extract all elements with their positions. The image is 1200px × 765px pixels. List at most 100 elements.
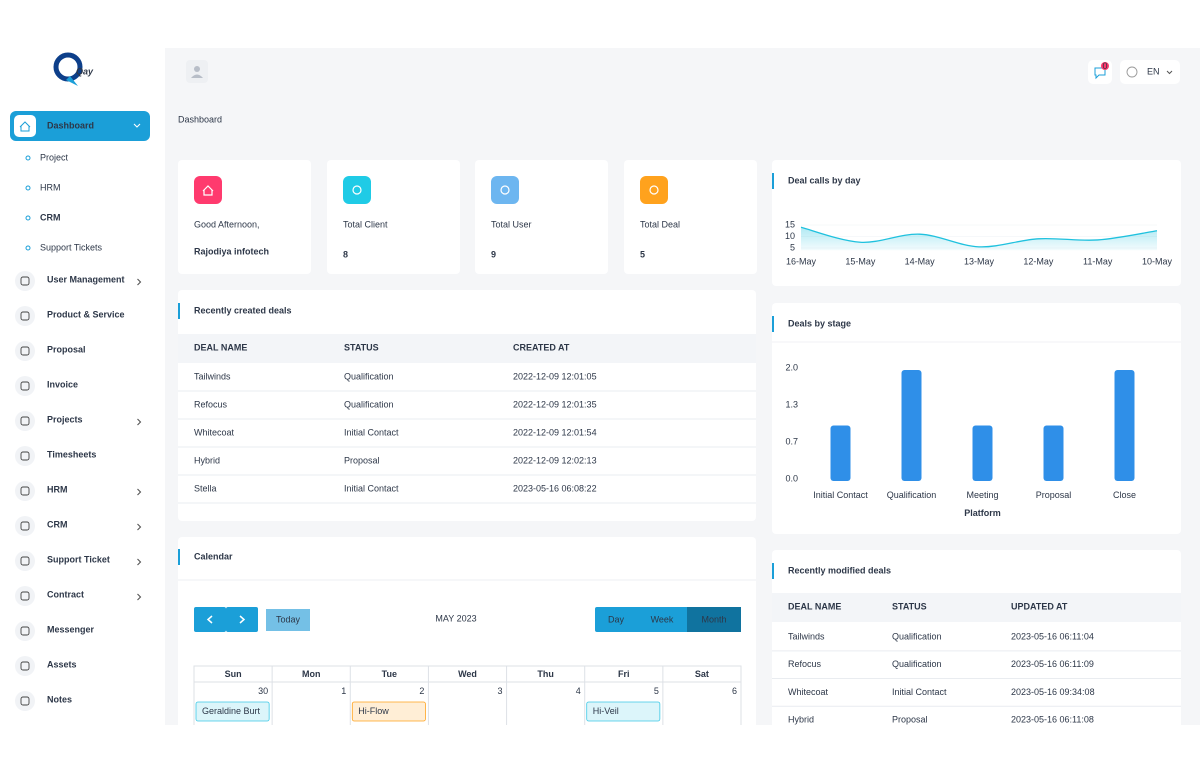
- prev-arrow: [206, 615, 213, 624]
- submenu-bullet: [25, 215, 31, 221]
- avatar-body: [191, 74, 203, 78]
- menu-hit[interactable]: [10, 546, 150, 576]
- chevron: [137, 418, 142, 426]
- chart-card: [772, 303, 1181, 534]
- menu-icon-box: [14, 115, 36, 137]
- logo-tail: [66, 76, 78, 86]
- menu-hit[interactable]: [10, 651, 150, 681]
- stat-value: 5: [640, 249, 645, 259]
- table-cell: 2023-05-16 09:34:08: [1011, 687, 1095, 697]
- card-title: Deal calls by day: [788, 175, 861, 185]
- menu-hit[interactable]: [10, 266, 150, 296]
- day-number: 3: [498, 686, 503, 696]
- menu-label: CRM: [47, 519, 68, 529]
- x-tick-label: Proposal: [1036, 490, 1072, 500]
- calendar-event[interactable]: [586, 701, 661, 722]
- submenu-hit[interactable]: [20, 236, 150, 260]
- home-glyph: [202, 185, 214, 196]
- submenu-bullet: [25, 155, 31, 161]
- page-title: Dashboard: [178, 114, 222, 124]
- menu-hit[interactable]: [10, 581, 150, 611]
- menu-hit[interactable]: [10, 511, 150, 541]
- menu-icon-bg: [15, 621, 35, 641]
- prev-button[interactable]: [194, 607, 226, 632]
- menu-icon: [20, 486, 30, 496]
- y-tick-label: 1.3: [785, 399, 798, 409]
- table: DEAL NAME STATUS CREATED AT Tailwinds Qualif…: [178, 334, 756, 504]
- menu-hit[interactable]: [10, 301, 150, 331]
- x-tick-label: 16-May: [786, 256, 817, 266]
- bar: [901, 370, 922, 481]
- menu-icon-bg: [15, 341, 35, 361]
- chart-card: [772, 160, 1181, 286]
- weekday: Sat: [695, 669, 709, 679]
- title-accent: [772, 563, 774, 579]
- menu-label: Invoice: [47, 379, 78, 389]
- title-accent: [178, 549, 180, 565]
- language-button[interactable]: [1120, 60, 1180, 84]
- menu-icon: [20, 696, 30, 706]
- day-number: 4: [576, 686, 581, 696]
- table-header: [178, 334, 756, 363]
- submenu-hit[interactable]: [20, 206, 150, 230]
- table-cell: 2023-05-16 06:11:08: [1011, 714, 1094, 724]
- table-cell: Initial Contact: [892, 687, 947, 697]
- bar: [830, 425, 851, 481]
- chevron: [137, 488, 142, 496]
- submenu-bullet: [25, 185, 31, 191]
- menu-icon-bg: [15, 691, 35, 711]
- menu-icon-bg: [15, 656, 35, 676]
- bar: [972, 425, 993, 481]
- menu-icon-bg: [15, 411, 35, 431]
- chevron: [137, 558, 142, 566]
- menu-hit[interactable]: [10, 686, 150, 716]
- weekday: Tue: [382, 669, 397, 679]
- chevron: [133, 123, 141, 128]
- stat-value: 9: [491, 249, 496, 259]
- menu-icon-bg: [15, 306, 35, 326]
- menu-hit[interactable]: [10, 406, 150, 436]
- x-tick-label: Close: [1113, 490, 1136, 500]
- recent-deals-card: [178, 290, 756, 521]
- submenu-label: Project: [40, 152, 69, 162]
- menu-hit[interactable]: [10, 616, 150, 646]
- menu-hit[interactable]: [10, 336, 150, 366]
- table-cell: Qualification: [344, 371, 394, 381]
- menu-label: HRM: [47, 484, 68, 494]
- calendar-event[interactable]: [351, 701, 426, 722]
- menu-hit[interactable]: [10, 441, 150, 471]
- language-label: EN: [1147, 66, 1160, 76]
- day-number: 1: [341, 686, 346, 696]
- event-title: Hi-Flow: [358, 706, 389, 716]
- menu-icon: [20, 521, 30, 531]
- month-grid: Sun Mon Tue Wed Thu Fri Sat 30 Geraldine Burt 1 2 H…: [193, 665, 742, 725]
- calendar-card: [178, 537, 756, 737]
- submenu-hit[interactable]: [20, 176, 150, 200]
- calendar-event[interactable]: [195, 701, 270, 722]
- table-cell: 2023-05-16 06:11:04: [1011, 631, 1094, 641]
- messages-button[interactable]: [1088, 60, 1112, 84]
- stat-glyph: [649, 185, 659, 195]
- today-button[interactable]: [266, 609, 310, 631]
- card-title: Recently modified deals: [788, 565, 891, 575]
- menu-label: Assets: [47, 659, 77, 669]
- menu-label: User Management: [47, 274, 125, 284]
- day-number: 30: [258, 686, 268, 696]
- stat-glyph: [352, 185, 362, 195]
- table-cell: Qualification: [892, 659, 942, 669]
- menu-hit[interactable]: [10, 371, 150, 401]
- menu-icon-bg: [15, 376, 35, 396]
- modified-deals-card: [772, 550, 1181, 740]
- table-cell: Whitecoat: [788, 687, 829, 697]
- table-header: [772, 593, 1181, 622]
- menu-icon: [20, 346, 30, 356]
- event-title: Geraldine Burt: [202, 706, 261, 716]
- submenu-hit[interactable]: [20, 146, 150, 170]
- menu-hit[interactable]: [10, 476, 150, 506]
- next-button[interactable]: [226, 607, 258, 632]
- menu-icon: [20, 451, 30, 461]
- menu-icon: [20, 661, 30, 671]
- table-cell: Proposal: [892, 714, 928, 724]
- table-cell: Proposal: [344, 455, 380, 465]
- menu-item-active[interactable]: [10, 111, 150, 141]
